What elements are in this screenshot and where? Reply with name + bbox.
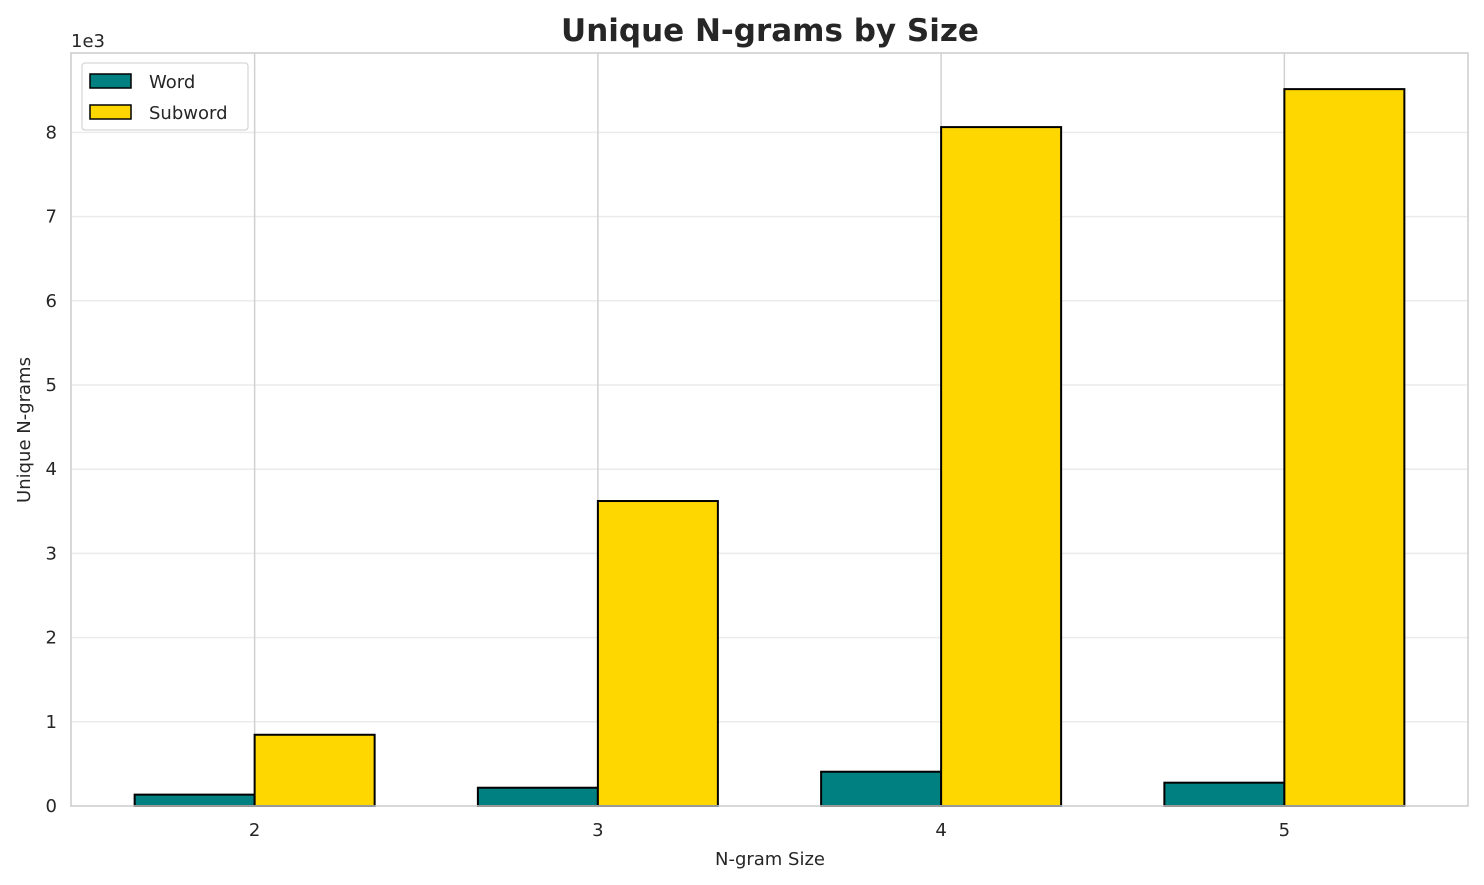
bar-word-2 (133, 793, 256, 807)
x-tick-label: 3 (592, 820, 603, 841)
bar-subword-5 (1283, 88, 1406, 808)
bar-word-3 (476, 786, 599, 808)
x-tick-label: 2 (249, 820, 260, 841)
y-tick-label: 5 (46, 375, 57, 396)
bar-word-5 (1163, 781, 1286, 808)
y-tick-label: 3 (46, 543, 57, 564)
bar-subword-4 (940, 126, 1063, 807)
legend-swatch-subword (89, 104, 132, 120)
y-axis-label: Unique N-grams (14, 357, 35, 503)
y-tick-label: 2 (46, 628, 57, 649)
legend-label-word: Word (149, 72, 195, 93)
legend-label-subword: Subword (149, 103, 228, 124)
x-axis-label: N-gram Size (715, 849, 825, 870)
y-tick-label: 8 (46, 122, 57, 143)
chart-title: Unique N-grams by Size (561, 13, 979, 49)
y-offset-label: 1e3 (71, 31, 105, 52)
y-tick-label: 6 (46, 291, 57, 312)
bar-subword-2 (253, 733, 376, 807)
legend-swatch-word (89, 73, 132, 89)
bar-subword-3 (596, 500, 719, 807)
y-tick-label: 0 (46, 796, 57, 817)
y-tick-label: 7 (46, 207, 57, 228)
x-tick-label: 5 (1279, 820, 1290, 841)
plot-frame (70, 52, 1469, 807)
legend: Word Subword (81, 62, 249, 131)
x-tick-label: 4 (935, 820, 946, 841)
y-tick-label: 1 (46, 712, 57, 733)
bar-word-4 (820, 770, 943, 808)
y-tick-label: 4 (46, 459, 57, 480)
